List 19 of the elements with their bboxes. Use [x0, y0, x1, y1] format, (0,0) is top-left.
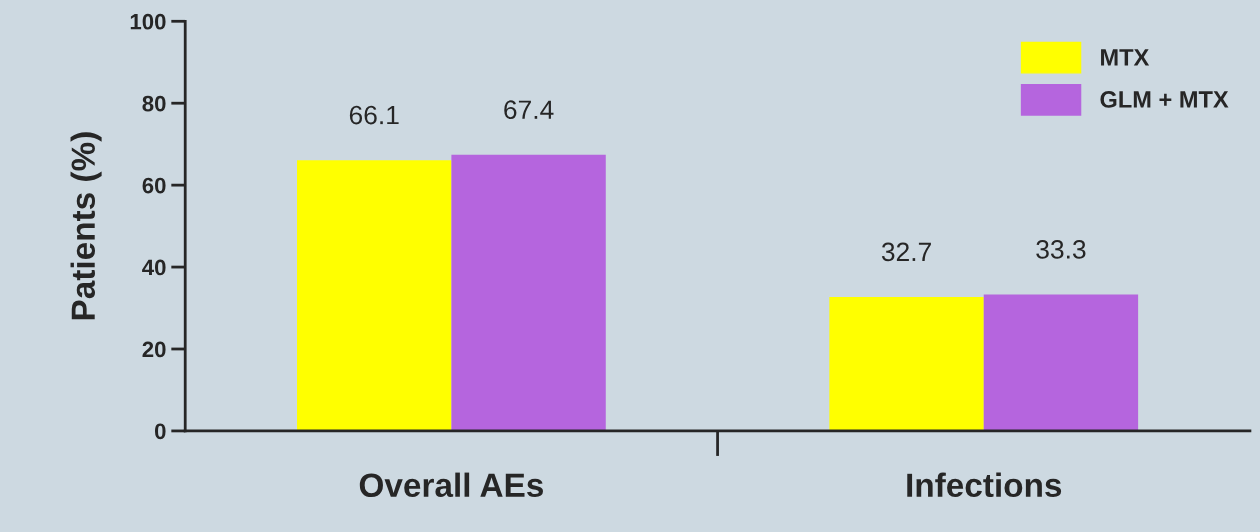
y-axis-title: Patients (%) [70, 132, 102, 320]
y-tick-label: 0 [154, 423, 166, 440]
bar [451, 154, 606, 431]
y-tick-label: 100 [130, 13, 166, 30]
data-label: 67.4 [504, 100, 554, 120]
y-tick-label: 80 [142, 95, 166, 112]
data-label: 33.3 [1036, 240, 1086, 259]
bar [297, 160, 452, 431]
bar [829, 296, 984, 431]
y-tick-label: 20 [142, 341, 166, 358]
data-label: 32.7 [881, 242, 931, 262]
x-tick-label: Overall AEs [359, 472, 543, 498]
y-tick-label: 60 [142, 177, 166, 194]
legend-label: MTX [1101, 49, 1150, 66]
legend-label: GLM + MTX [1100, 91, 1229, 108]
data-label: 66.1 [349, 105, 399, 125]
y-tick-label: 40 [142, 259, 166, 276]
bar [983, 294, 1139, 431]
x-tick-label: Infections [907, 472, 1062, 498]
